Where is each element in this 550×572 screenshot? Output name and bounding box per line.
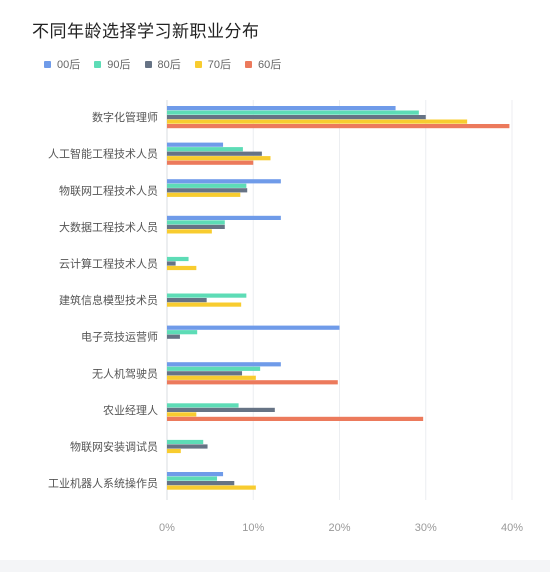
legend-item-60[interactable]: 60后: [245, 56, 281, 72]
bar[interactable]: [167, 416, 424, 421]
bar[interactable]: [167, 115, 426, 120]
legend-item-90[interactable]: 90后: [94, 56, 131, 72]
y-category-label: 大数据工程技术人员: [59, 220, 158, 234]
legend-swatch-80: [144, 60, 152, 68]
bar[interactable]: [167, 481, 235, 486]
bar[interactable]: [167, 215, 281, 220]
bar[interactable]: [167, 261, 176, 266]
legend-swatch-90: [94, 60, 102, 68]
legend-swatch-00: [44, 60, 51, 68]
bar[interactable]: [167, 412, 197, 417]
legend-label-00: 00后: [57, 59, 81, 71]
x-tick-label: 20%: [328, 522, 350, 534]
bar[interactable]: [167, 156, 271, 161]
bar[interactable]: [167, 179, 281, 184]
x-tick-label: 0%: [159, 522, 175, 534]
bar[interactable]: [167, 256, 189, 262]
bar[interactable]: [167, 124, 510, 129]
y-category-label: 农业经理人: [103, 403, 158, 417]
bar[interactable]: [167, 119, 468, 124]
legend-label-70: 70后: [207, 59, 231, 71]
legend-label-60: 60后: [258, 59, 282, 71]
bar[interactable]: [167, 147, 243, 152]
bar[interactable]: [167, 485, 256, 490]
bar[interactable]: [167, 407, 275, 412]
x-tick-label: 30%: [415, 522, 437, 534]
y-category-label: 建筑信息模型技术员: [59, 293, 158, 307]
bar[interactable]: [167, 151, 262, 156]
bar[interactable]: [167, 371, 243, 376]
bar[interactable]: [167, 330, 198, 335]
legend-swatch-70: [194, 60, 202, 68]
y-category-label: 工业机器人系统操作员: [48, 476, 158, 490]
bar[interactable]: [167, 325, 340, 330]
bar[interactable]: [167, 448, 181, 454]
y-category-label: 无人机驾驶员: [92, 366, 158, 380]
y-category-label: 人工智能工程技术人员: [48, 147, 158, 161]
legend-item-80[interactable]: 80后: [144, 56, 181, 72]
y-category-label: 物联网工程技术人员: [59, 183, 158, 197]
legend-swatch-60: [245, 60, 252, 68]
bar[interactable]: [167, 293, 247, 298]
bar[interactable]: [167, 142, 224, 147]
chart-legend: 00后 90后 80后 70后 60后: [44, 56, 281, 72]
bar[interactable]: [167, 160, 254, 165]
bar[interactable]: [167, 183, 247, 188]
bar[interactable]: [167, 298, 207, 303]
bar[interactable]: [167, 380, 338, 385]
legend-label-80: 80后: [157, 59, 181, 71]
legend-label-90: 90后: [107, 59, 131, 71]
bar[interactable]: [167, 220, 225, 225]
bar[interactable]: [167, 439, 204, 445]
bar[interactable]: [167, 472, 224, 477]
y-category-label: 物联网安装调试员: [70, 440, 158, 454]
chart-title: 不同年龄选择学习新职业分布: [32, 22, 260, 41]
bar[interactable]: [167, 106, 396, 111]
x-tick-label: 10%: [242, 522, 264, 534]
legend-item-00[interactable]: 00后: [44, 56, 80, 72]
bar[interactable]: [167, 229, 212, 234]
bar[interactable]: [167, 192, 241, 197]
bar[interactable]: [167, 375, 256, 380]
y-category-label: 电子竞技运营师: [81, 330, 158, 344]
bar[interactable]: [167, 334, 180, 339]
bar[interactable]: [167, 362, 281, 367]
bar-chart-svg: 0% 10% 20% 30% 40% 数字化管理师人工智能工程技术人员物联网工程技术人员大…: [48, 100, 523, 534]
bar[interactable]: [167, 188, 248, 193]
bar[interactable]: [167, 444, 208, 449]
bar[interactable]: [167, 265, 197, 271]
bar[interactable]: [167, 302, 242, 307]
y-category-label: 云计算工程技术人员: [59, 257, 158, 271]
chart-card: 不同年龄选择学习新职业分布 00后 90后 80后 70后 60后 0% 10% 2…: [0, 0, 550, 560]
bar[interactable]: [167, 110, 419, 115]
bar[interactable]: [167, 224, 225, 229]
bar[interactable]: [167, 476, 218, 481]
bar[interactable]: [167, 403, 239, 408]
x-tick-label: 40%: [501, 522, 523, 534]
legend-item-70[interactable]: 70后: [194, 56, 231, 72]
bar[interactable]: [167, 366, 261, 371]
y-category-label: 数字化管理师: [92, 110, 158, 124]
